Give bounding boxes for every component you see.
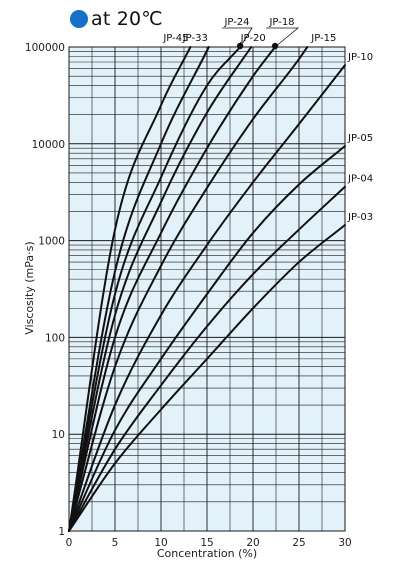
x-tick-label: 30: [338, 537, 351, 549]
series-line-jp-24: [68, 46, 242, 532]
leader-dot-jp-18: [271, 42, 279, 50]
y-tick-label: 1: [58, 526, 65, 538]
series-line-jp-20: [68, 46, 253, 532]
plot-grid: [68, 46, 346, 532]
leader-line-jp-18: [266, 27, 300, 48]
x-tick-label: 25: [292, 537, 305, 549]
axis-ticks: 0 5 10 15 20 25 30 1 10 100 1000 10000 100000: [25, 42, 352, 549]
series-lines: [68, 46, 346, 532]
series-line-jp-10: [68, 64, 346, 532]
series-label-jp-33: JP-33: [182, 33, 208, 44]
x-axis-label: Concentration (%): [157, 547, 257, 560]
y-tick-label: 10: [52, 429, 65, 441]
x-tick-label: 5: [112, 537, 119, 549]
series-line-jp-05: [68, 144, 346, 532]
y-tick-label: 100000: [25, 42, 65, 54]
x-tick-label: 10: [154, 537, 167, 549]
plot-frame: [68, 46, 346, 532]
series-label-jp-04: JP-04: [347, 174, 373, 185]
blue-dot-icon: [70, 10, 88, 28]
chart-title: at 20℃: [91, 8, 163, 30]
leader-dot-jp-24: [236, 42, 244, 50]
series-label-jp-03: JP-03: [347, 212, 373, 223]
series-line-jp-03: [68, 223, 346, 532]
series-line-jp-04: [68, 185, 346, 532]
series-label-jp-20: JP-20: [240, 33, 266, 44]
x-tick-label: 20: [246, 537, 259, 549]
series-line-jp-18: [68, 46, 277, 532]
y-axis-label: Viscosity (mPa·s): [23, 241, 36, 334]
series-label-jp-24: JP-24: [223, 17, 249, 28]
series-line-jp-15: [68, 46, 309, 532]
series-line-jp-45: [68, 46, 192, 532]
series-line-jp-33: [68, 46, 210, 532]
chart-header: at 20℃: [70, 6, 163, 32]
leader-line-jp-24: [222, 27, 253, 48]
series-label-jp-18: JP-18: [268, 17, 294, 28]
series-label-jp-45: JP-45: [162, 33, 188, 44]
series-label-jp-05: JP-05: [347, 133, 373, 144]
series-label-jp-15: JP-15: [310, 33, 336, 44]
series-label-jp-10: JP-10: [347, 52, 373, 63]
x-tick-label: 0: [66, 537, 73, 549]
y-tick-label: 10000: [32, 139, 65, 151]
y-tick-label: 100: [45, 332, 65, 344]
y-tick-label: 1000: [38, 236, 65, 248]
x-tick-label: 15: [200, 537, 213, 549]
